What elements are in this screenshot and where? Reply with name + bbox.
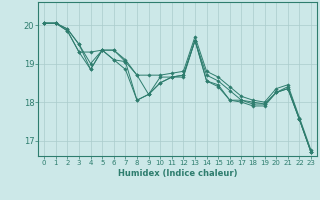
X-axis label: Humidex (Indice chaleur): Humidex (Indice chaleur)	[118, 169, 237, 178]
